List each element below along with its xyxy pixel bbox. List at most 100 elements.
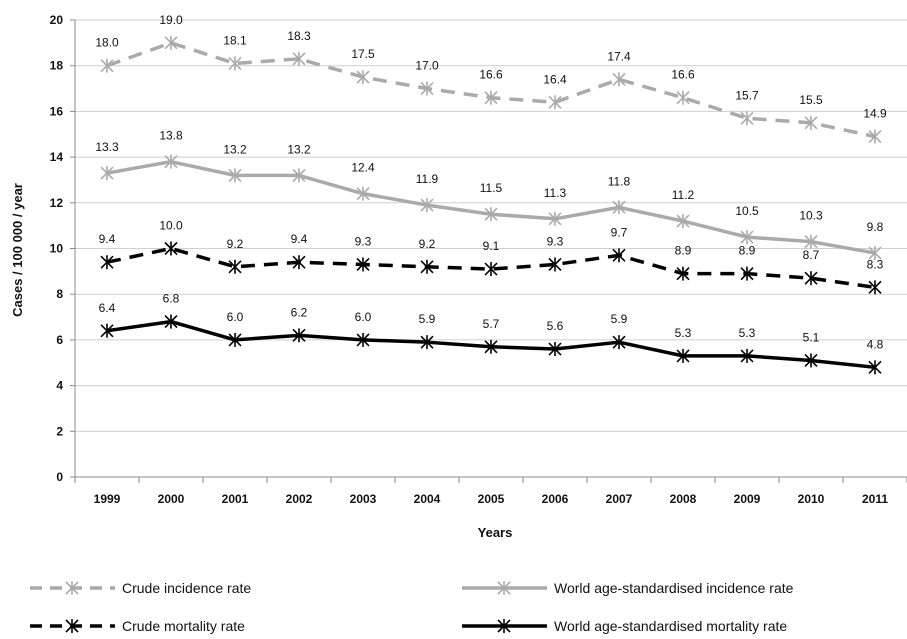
data-label: 6.4 xyxy=(99,301,116,315)
data-label: 14.9 xyxy=(863,107,887,121)
data-point xyxy=(164,154,178,169)
x-tick-label: 2009 xyxy=(734,492,761,506)
data-label: 9.4 xyxy=(291,232,308,246)
x-tick-label: 1999 xyxy=(94,492,121,506)
data-label: 8.3 xyxy=(867,257,884,271)
data-point xyxy=(740,111,754,126)
data-point xyxy=(548,211,562,226)
data-label: 17.0 xyxy=(415,59,439,73)
data-point xyxy=(228,332,242,347)
data-point xyxy=(292,51,306,66)
legend-marker xyxy=(497,619,511,633)
data-point xyxy=(356,257,370,272)
data-point xyxy=(292,328,306,343)
legend-marker xyxy=(65,581,79,595)
gridlines xyxy=(75,19,907,478)
data-point xyxy=(484,207,498,222)
data-labels: 18.0 19.0 18.1 18.3 17.5 17.0 16.6 16.4 17.4 16.6… xyxy=(95,13,887,351)
data-label: 13.2 xyxy=(287,142,311,156)
legend-label: Crude incidence rate xyxy=(122,580,251,596)
data-label: 9.4 xyxy=(99,232,116,246)
legend-label: Crude mortality rate xyxy=(122,618,245,634)
x-tick-label: 2001 xyxy=(222,492,249,506)
series-group xyxy=(100,35,882,375)
data-label: 15.5 xyxy=(799,93,823,107)
legend-item-4: World age-standardised mortality rate xyxy=(462,618,787,634)
data-point xyxy=(804,271,818,286)
legend-label: World age-standardised mortality rate xyxy=(554,618,787,634)
data-label: 17.5 xyxy=(351,47,375,61)
data-point xyxy=(740,266,754,281)
data-label: 8.9 xyxy=(739,244,756,258)
x-axis: 1999 2000 2001 2002 2003 2004 2005 2006 2007 2008… xyxy=(74,476,907,506)
data-label: 5.3 xyxy=(739,326,756,340)
data-point xyxy=(100,166,114,181)
data-label: 6.0 xyxy=(227,310,244,324)
data-point xyxy=(548,257,562,272)
data-label: 19.0 xyxy=(159,13,183,27)
data-label: 18.3 xyxy=(287,29,311,43)
data-label: 10.0 xyxy=(159,219,183,233)
data-label: 18.1 xyxy=(223,33,247,47)
data-point xyxy=(676,266,690,281)
data-label: 16.6 xyxy=(671,68,695,82)
data-point xyxy=(868,246,882,261)
data-point xyxy=(420,198,434,213)
legend-item-3: Crude mortality rate xyxy=(30,618,245,634)
data-point xyxy=(548,342,562,357)
data-point xyxy=(484,90,498,105)
data-label: 5.3 xyxy=(675,326,692,340)
data-point xyxy=(612,335,626,350)
y-tick-label: 0 xyxy=(56,470,63,484)
legend-label: World age-standardised incidence rate xyxy=(554,580,794,596)
data-point xyxy=(292,255,306,270)
data-label: 10.3 xyxy=(799,209,823,223)
data-label: 11.8 xyxy=(608,174,631,188)
data-point xyxy=(612,248,626,263)
x-tick-label: 2005 xyxy=(478,492,505,506)
data-label: 8.7 xyxy=(803,248,820,262)
data-label: 5.9 xyxy=(611,312,628,326)
series-1 xyxy=(100,35,882,144)
data-label: 13.8 xyxy=(159,129,183,143)
legend-item-1: Crude incidence rate xyxy=(30,580,251,596)
data-point xyxy=(164,241,178,256)
data-label: 5.9 xyxy=(419,312,436,326)
data-point xyxy=(868,129,882,144)
data-point xyxy=(804,353,818,368)
legend: Crude incidence rate World age-standardis… xyxy=(30,580,794,634)
data-label: 5.7 xyxy=(483,317,500,331)
y-tick-label: 14 xyxy=(50,150,64,164)
y-tick-label: 16 xyxy=(50,104,64,118)
data-point xyxy=(612,200,626,215)
legend-marker xyxy=(497,581,511,595)
data-point xyxy=(676,348,690,363)
data-point xyxy=(420,335,434,350)
data-label: 6.8 xyxy=(163,292,180,306)
data-point xyxy=(740,348,754,363)
y-axis: 0 2 4 6 8 10 12 14 16 18 20 xyxy=(50,13,76,484)
data-point xyxy=(740,230,754,245)
data-label: 9.1 xyxy=(483,239,500,253)
data-label: 11.5 xyxy=(480,181,503,195)
y-tick-label: 6 xyxy=(56,333,63,347)
y-tick-label: 8 xyxy=(56,287,63,301)
data-point xyxy=(164,314,178,329)
data-label: 6.2 xyxy=(291,305,308,319)
data-point xyxy=(164,35,178,50)
data-point xyxy=(868,280,882,295)
legend-item-2: World age-standardised incidence rate xyxy=(462,580,794,596)
data-point xyxy=(868,360,882,375)
series-2 xyxy=(100,154,882,261)
data-label: 9.2 xyxy=(227,237,244,251)
data-point xyxy=(612,72,626,87)
x-tick-label: 2004 xyxy=(414,492,441,506)
data-label: 6.0 xyxy=(355,310,372,324)
x-tick-label: 2011 xyxy=(862,492,888,506)
x-tick-label: 2000 xyxy=(158,492,185,506)
legend-marker xyxy=(65,619,79,633)
data-label: 9.3 xyxy=(355,234,372,248)
data-label: 13.2 xyxy=(223,142,247,156)
data-point xyxy=(804,234,818,249)
